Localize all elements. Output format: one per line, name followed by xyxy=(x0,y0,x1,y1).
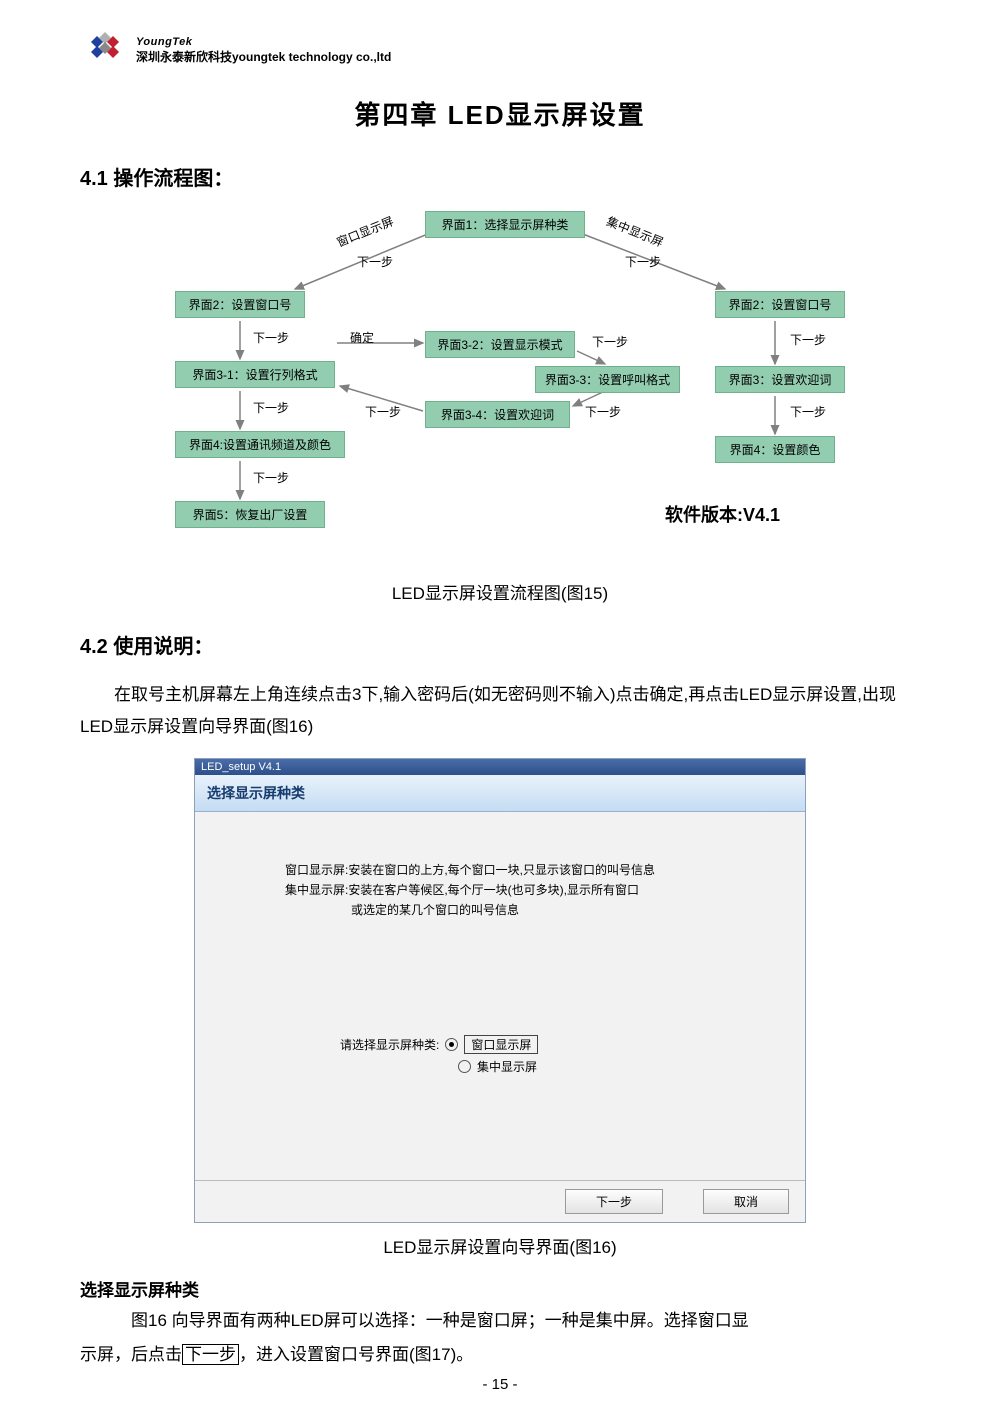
paragraph-2b: 示屏，后点击下一步，进入设置窗口号界面(图17)。 xyxy=(80,1339,920,1371)
radio-window[interactable] xyxy=(445,1038,458,1051)
wizard-header: 选择显示屏种类 xyxy=(195,775,805,812)
flow-node-34: 界面3-4：设置欢迎词 xyxy=(425,401,570,428)
header-logo-row: YoungTek 深圳永泰新欣科技youngtek technology co.… xyxy=(80,30,920,65)
wizard-window: LED_setup V4.1 选择显示屏种类 窗口显示屏:安装在窗口的上方,每个… xyxy=(194,758,806,1223)
option-center[interactable]: 集中显示屏 xyxy=(477,1058,537,1075)
paragraph-2a: 图16 向导界面有两种LED屏可以选择：一种是窗口屏；一种是集中屏。选择窗口显 xyxy=(80,1305,920,1337)
figure15-caption: LED显示屏设置流程图(图15) xyxy=(80,579,920,604)
subsection-title: 选择显示屏种类 xyxy=(80,1276,920,1301)
flow-node-31: 界面3-1：设置行列格式 xyxy=(175,361,335,388)
edge-label-next: 下一步 xyxy=(790,331,826,348)
para2b-pre: 示屏，后点击 xyxy=(80,1345,182,1364)
section-4-2-title: 4.2 使用说明： xyxy=(80,630,920,659)
wizard-desc: 窗口显示屏:安装在窗口的上方,每个窗口一块,只显示该窗口的叫号信息 集中显示屏:… xyxy=(285,860,715,921)
wizard-desc-line2b: 或选定的某几个窗口的叫号信息 xyxy=(285,900,715,920)
flow-node-2r: 界面2：设置窗口号 xyxy=(715,291,845,318)
edge-label-window: 窗口显示屏 xyxy=(334,212,396,250)
edge-label-next: 下一步 xyxy=(253,469,289,486)
edge-label-center: 集中显示屏 xyxy=(604,212,666,250)
para2b-post: ，进入设置窗口号界面(图17)。 xyxy=(239,1345,473,1364)
wizard-prompt: 请选择显示屏种类: xyxy=(340,1036,439,1053)
edge-label-next: 下一步 xyxy=(253,399,289,416)
company-name: 深圳永泰新欣科技youngtek technology co.,ltd xyxy=(136,48,391,65)
wizard-desc-line1: 窗口显示屏:安装在窗口的上方,每个窗口一块,只显示该窗口的叫号信息 xyxy=(285,860,715,880)
flow-node-3r: 界面3：设置欢迎词 xyxy=(715,366,845,393)
flow-node-5l: 界面5：恢复出厂设置 xyxy=(175,501,325,528)
paragraph-1: 在取号主机屏幕左上角连续点击3下,输入密码后(如无密码则不输入)点击确定,再点击… xyxy=(80,679,920,744)
figure16-caption: LED显示屏设置向导界面(图16) xyxy=(80,1233,920,1258)
page: YoungTek 深圳永泰新欣科技youngtek technology co.… xyxy=(0,0,1000,1419)
edge-label-next: 下一步 xyxy=(253,329,289,346)
boxed-next: 下一步 xyxy=(182,1344,239,1365)
wizard-header-text: 选择显示屏种类 xyxy=(207,785,305,801)
wizard-titlebar: LED_setup V4.1 xyxy=(195,759,805,775)
wizard-choice: 请选择显示屏种类: 窗口显示屏 集中显示屏 xyxy=(340,1031,660,1079)
flow-node-32: 界面3-2：设置显示模式 xyxy=(425,331,575,358)
flowchart: 界面1：选择显示屏种类 界面2：设置窗口号 界面3-1：设置行列格式 界面3-2… xyxy=(105,211,895,571)
edge-label-next: 下一步 xyxy=(592,333,628,350)
edge-label-confirm: 确定 xyxy=(350,329,374,346)
next-button[interactable]: 下一步 xyxy=(565,1189,663,1214)
flow-node-4l: 界面4:设置通讯频道及颜色 xyxy=(175,431,345,458)
radio-center[interactable] xyxy=(458,1060,471,1073)
logo-icon xyxy=(80,30,130,65)
flow-node-33: 界面3-3：设置呼叫格式 xyxy=(535,366,680,393)
edge-label-next: 下一步 xyxy=(365,403,401,420)
logo-text-block: YoungTek 深圳永泰新欣科技youngtek technology co.… xyxy=(136,36,391,65)
edge-label-next: 下一步 xyxy=(585,403,621,420)
chapter-title: 第四章 LED显示屏设置 xyxy=(80,95,920,132)
flow-node-4r: 界面4：设置颜色 xyxy=(715,436,835,463)
edge-label-next: 下一步 xyxy=(357,253,393,270)
wizard-desc-line2a: 集中显示屏:安装在客户等候区,每个厅一块(也可多块),显示所有窗口 xyxy=(285,880,715,900)
section-4-1-title: 4.1 操作流程图： xyxy=(80,162,920,191)
wizard-body: 窗口显示屏:安装在窗口的上方,每个窗口一块,只显示该窗口的叫号信息 集中显示屏:… xyxy=(195,812,805,1180)
cancel-button[interactable]: 取消 xyxy=(703,1189,789,1214)
edge-label-next: 下一步 xyxy=(625,253,661,270)
flow-node-2l: 界面2：设置窗口号 xyxy=(175,291,305,318)
page-number: - 15 - xyxy=(0,1376,1000,1393)
edge-label-next: 下一步 xyxy=(790,403,826,420)
software-version: 软件版本:V4.1 xyxy=(665,501,780,527)
option-window[interactable]: 窗口显示屏 xyxy=(464,1035,538,1054)
brand-name: YoungTek xyxy=(136,36,391,48)
flow-node-1: 界面1：选择显示屏种类 xyxy=(425,211,585,238)
wizard-footer: 下一步 取消 xyxy=(195,1180,805,1222)
